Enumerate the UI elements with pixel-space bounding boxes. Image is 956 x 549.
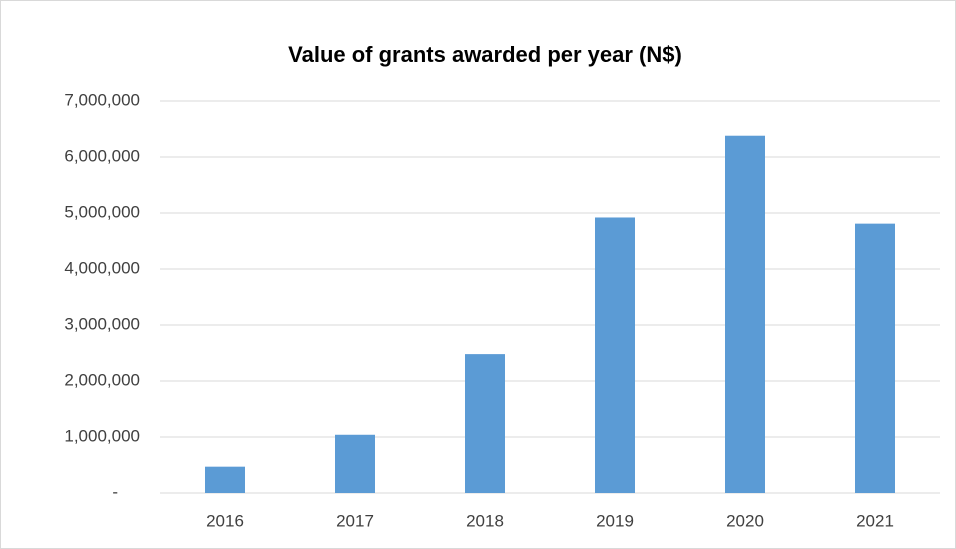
x-tick-label: 2018	[466, 511, 504, 530]
y-tick-label: 3,000,000	[64, 314, 140, 333]
x-tick-label: 2019	[596, 511, 634, 530]
bar	[725, 135, 765, 493]
y-tick-label: -	[112, 482, 118, 501]
bar	[465, 354, 505, 493]
x-tick-label: 2021	[856, 511, 894, 530]
y-tick-label: 6,000,000	[64, 146, 140, 165]
x-tick-label: 2016	[206, 511, 244, 530]
bar	[335, 434, 375, 493]
bar	[595, 217, 635, 494]
chart-title: Value of grants awarded per year (N$)	[288, 42, 682, 67]
y-tick-label: 5,000,000	[64, 202, 140, 221]
bar	[205, 466, 245, 493]
y-tick-label: 1,000,000	[64, 426, 140, 445]
x-tick-label: 2020	[726, 511, 764, 530]
x-tick-label: 2017	[336, 511, 374, 530]
y-tick-label: 2,000,000	[64, 370, 140, 389]
y-tick-label: 7,000,000	[64, 90, 140, 109]
y-tick-label: 4,000,000	[64, 258, 140, 277]
bar	[855, 223, 895, 493]
